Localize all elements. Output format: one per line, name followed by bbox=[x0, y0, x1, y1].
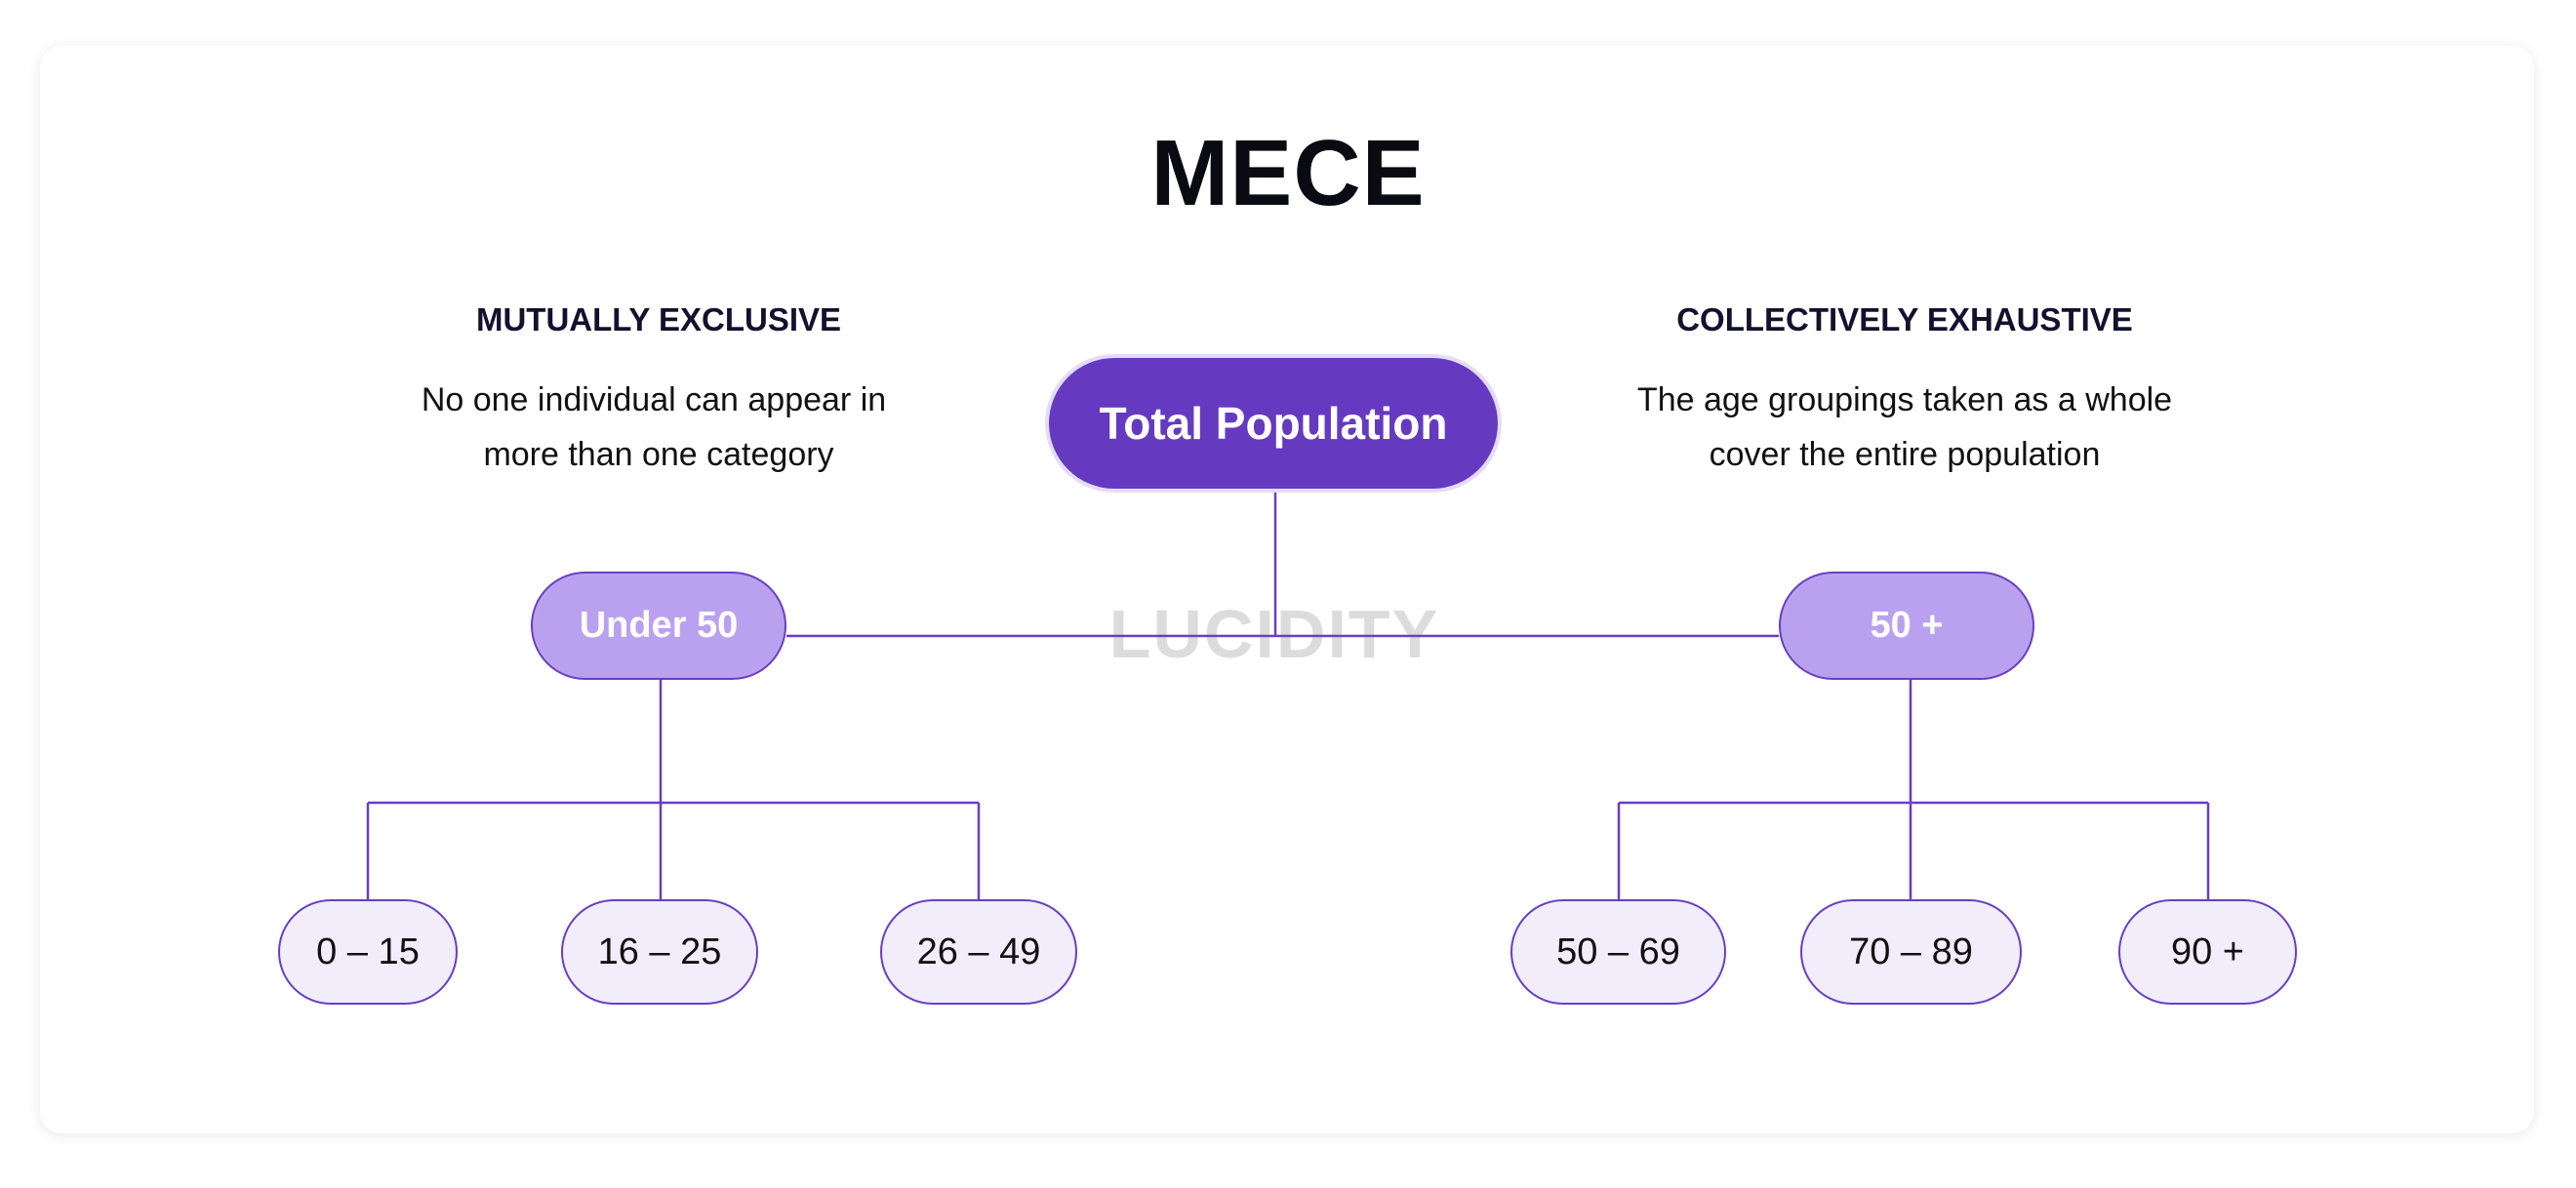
node-under-50[interactable]: Under 50 bbox=[531, 572, 786, 680]
watermark-logo: LUCIDITY bbox=[1108, 596, 1440, 672]
right-description-line-2: cover the entire population bbox=[1709, 436, 2101, 473]
node-total-population[interactable]: Total Population bbox=[1049, 358, 1498, 489]
node-age-90-plus[interactable]: 90 + bbox=[2118, 899, 2297, 1005]
right-heading: COLLECTIVELY EXHAUSTIVE bbox=[1676, 301, 2133, 337]
diagram-title: MECE bbox=[1150, 121, 1426, 225]
right-description-line-1: The age groupings taken as a whole bbox=[1636, 381, 2173, 418]
left-description-line-1: No one individual can appear in bbox=[421, 381, 887, 418]
node-age-16-25[interactable]: 16 – 25 bbox=[561, 899, 758, 1005]
node-age-0-15[interactable]: 0 – 15 bbox=[278, 899, 458, 1005]
left-description-line-2: more than one category bbox=[483, 436, 834, 473]
node-age-26-49[interactable]: 26 – 49 bbox=[880, 899, 1077, 1005]
node-age-50-69[interactable]: 50 – 69 bbox=[1510, 899, 1726, 1005]
node-age-70-89[interactable]: 70 – 89 bbox=[1800, 899, 2022, 1005]
node-50-plus[interactable]: 50 + bbox=[1779, 572, 2034, 680]
left-heading: MUTUALLY EXCLUSIVE bbox=[475, 301, 842, 337]
